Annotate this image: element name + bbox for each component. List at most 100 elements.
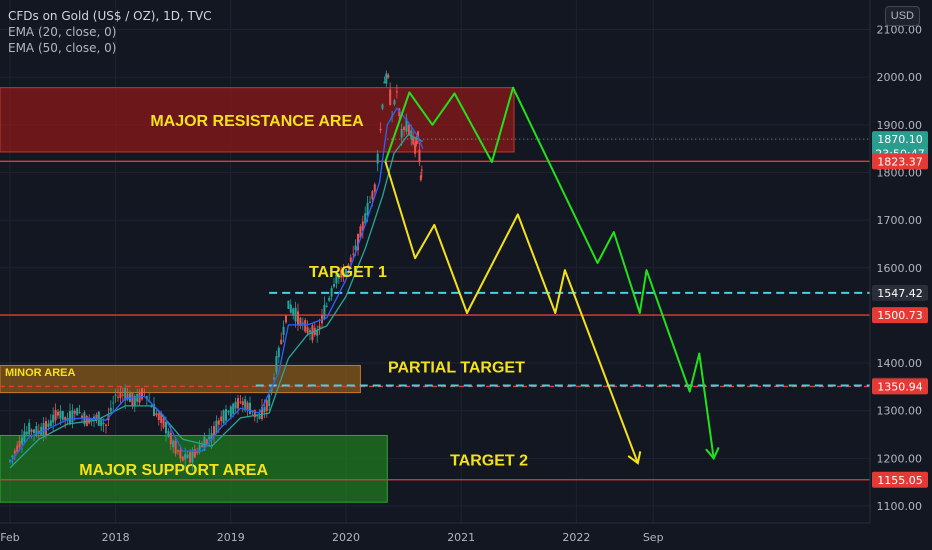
ema-50-legend[interactable]: EMA (50, close, 0) [8, 41, 117, 55]
price-tick-1: 1200.00 [877, 452, 923, 465]
candle-body [361, 221, 364, 231]
candle-body [129, 393, 131, 402]
price-badge-bg-2 [872, 153, 928, 170]
candle-body [13, 450, 16, 454]
candle-body [131, 392, 134, 406]
candle-body [174, 441, 177, 454]
projections-layer [384, 86, 720, 465]
candle-body [340, 270, 343, 278]
candle-body [35, 425, 38, 436]
zone-label-support: MAJOR SUPPORT AREA [79, 462, 268, 479]
candle-body [371, 191, 374, 200]
candle-body [95, 414, 98, 421]
candle-body [419, 175, 422, 181]
symbol-title[interactable]: CFDs on Gold (US$ / OZ), 1D, TVC [8, 9, 212, 23]
candle-body [349, 257, 352, 262]
candle-body [253, 409, 256, 418]
price-tick-10: 2100.00 [877, 24, 923, 37]
candle-body [325, 305, 328, 307]
candle-body [33, 429, 35, 434]
candle-body [352, 253, 355, 255]
candle-body [420, 169, 423, 171]
candle-body [385, 73, 388, 84]
candle-body [381, 104, 384, 109]
candle-body [357, 234, 359, 251]
zone-support [0, 434, 388, 503]
candle-body [301, 322, 304, 324]
candle-body [330, 288, 333, 297]
time-tick-4: 2021 [447, 531, 475, 544]
price-badge-2: 1823.37 [877, 155, 923, 168]
candle-body [294, 307, 297, 322]
candle-body [184, 453, 187, 460]
candle-body [234, 401, 237, 409]
candle-body [273, 377, 275, 380]
candle-body [100, 417, 103, 426]
candle-body [167, 430, 170, 437]
candle-body [285, 315, 287, 323]
candle-body [28, 422, 31, 435]
candle-body [193, 449, 196, 458]
ema-20-line [9, 107, 424, 464]
candle-body [9, 460, 11, 462]
candle-body [61, 410, 64, 420]
candle-body [241, 401, 244, 405]
candle-body [81, 415, 83, 418]
price-axis[interactable]: 1100.001200.001300.001400.001500.001600.… [869, 0, 932, 550]
candle-body [297, 311, 299, 326]
candle-body [47, 423, 50, 427]
currency-button[interactable]: USD [884, 6, 920, 26]
candle-body [57, 411, 59, 416]
candle-body [373, 184, 376, 192]
labels-layer: TARGET 1 PARTIAL TARGET TARGET 2 [309, 264, 528, 470]
time-tick-1: 2018 [102, 531, 130, 544]
ema-20-legend[interactable]: EMA (20, close, 0) [8, 25, 117, 39]
time-axis-bg [0, 523, 870, 550]
price-badge-4: 1500.73 [877, 309, 923, 322]
zones-layer: MAJOR RESISTANCE AREA MINOR AREA MAJOR SUP… [0, 87, 515, 503]
candle-body [383, 81, 386, 84]
candle-body [335, 272, 338, 284]
candle-body [124, 388, 127, 401]
target-label-2: TARGET 2 [450, 453, 528, 470]
candle-body [366, 202, 369, 216]
price-badge-0: 1870.10 [877, 133, 923, 146]
candle-body [405, 118, 408, 132]
candle-body [52, 414, 55, 423]
candle-body [345, 269, 347, 277]
candle-body [121, 394, 124, 396]
ema-50-line [9, 133, 424, 469]
candle-body [18, 440, 21, 448]
candle-body [393, 100, 396, 105]
candle-body [208, 436, 211, 440]
candle-body [414, 143, 417, 154]
zone-label-resistance: MAJOR RESISTANCE AREA [150, 113, 364, 130]
candle-body [181, 456, 184, 461]
price-badge-bg-3 [872, 284, 928, 301]
zone-minor [0, 364, 361, 394]
candle-body [198, 445, 201, 453]
candle-body [323, 304, 326, 320]
candle-body [280, 339, 283, 345]
candle-body [201, 445, 203, 447]
time-tick-0: Feb [0, 531, 19, 544]
candle-body [412, 137, 415, 145]
price-badge-bg-4 [872, 307, 928, 324]
candle-body [54, 409, 57, 421]
price-badge-bg-0 [872, 131, 928, 148]
candle-body [73, 410, 76, 414]
price-badge-bg-6 [872, 378, 928, 395]
candle-body [59, 410, 62, 419]
candle-body [379, 128, 382, 131]
candle-body [45, 420, 47, 435]
candle-body [418, 149, 421, 163]
candle-body [25, 431, 28, 435]
candle-body [347, 264, 350, 268]
target-label-1: PARTIAL TARGET [388, 360, 525, 377]
price-tick-7: 1800.00 [877, 166, 923, 179]
candle-body [318, 325, 321, 329]
time-axis[interactable]: Feb 2018 2019 2020 2021 2022 Sep [0, 522, 870, 550]
candle-body [169, 432, 172, 445]
zone-label-minor: MINOR AREA [5, 367, 76, 379]
